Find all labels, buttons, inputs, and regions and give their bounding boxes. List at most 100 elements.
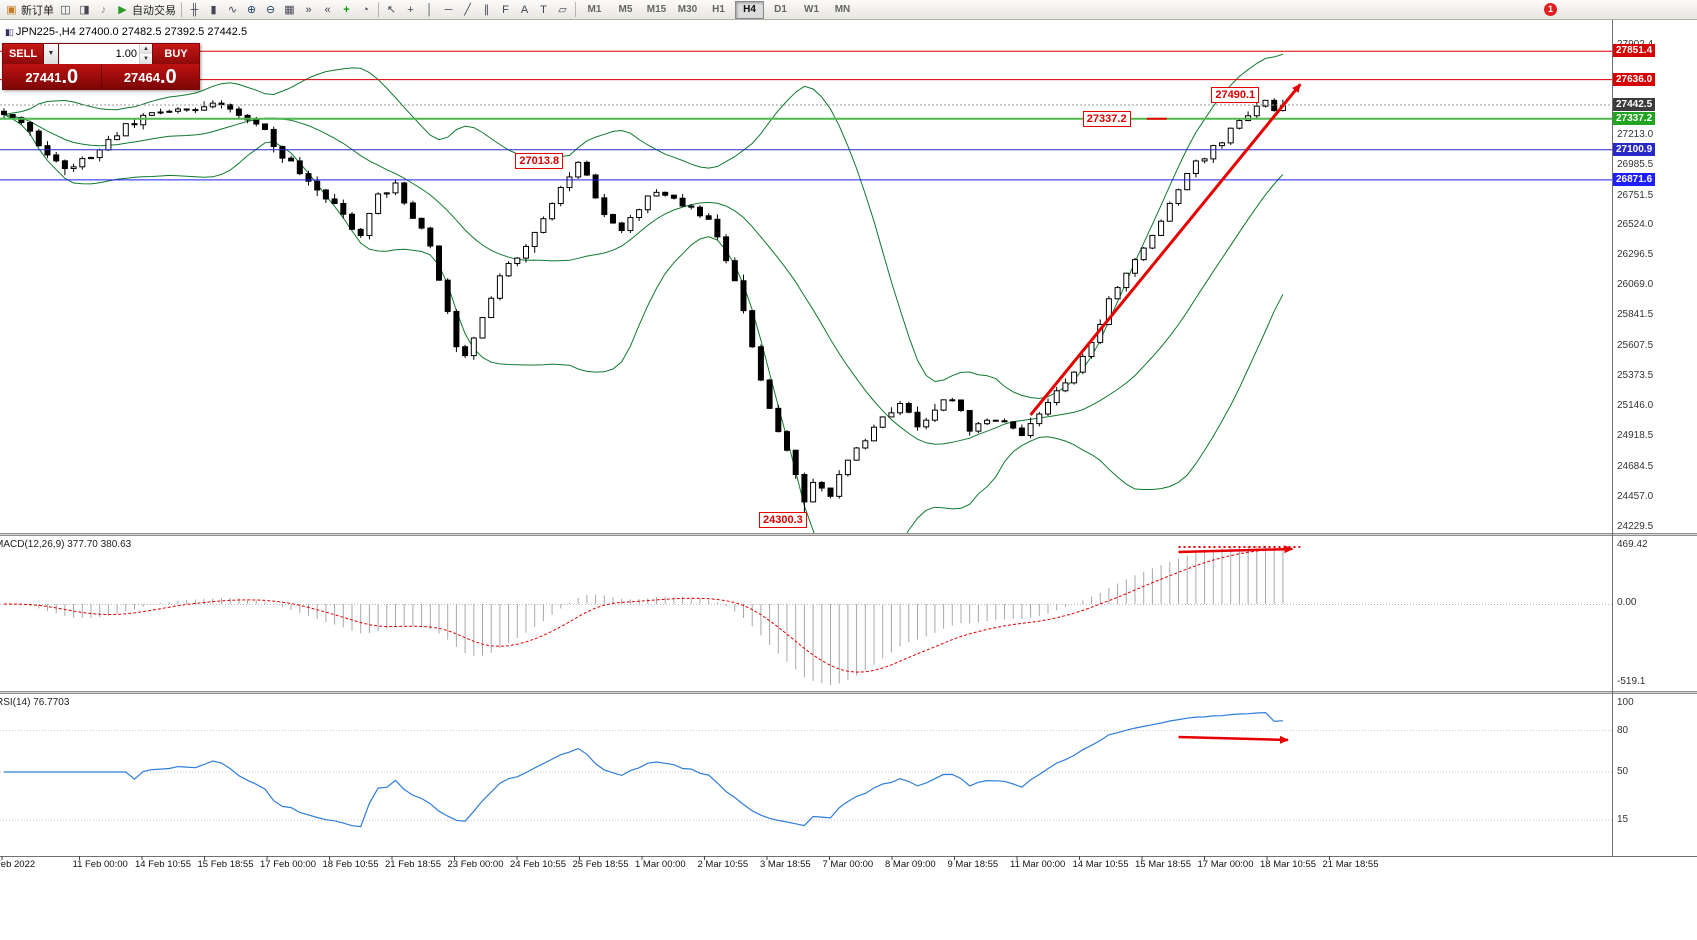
new-order-button[interactable]: ▣ 新订单 xyxy=(2,1,56,19)
autotrading-button[interactable]: ▶ 自动交易 xyxy=(113,1,178,19)
price-badge-27100.9[interactable]: 27100.9 xyxy=(1613,142,1656,156)
sell-button[interactable]: SELL xyxy=(3,44,43,64)
trendline-button[interactable]: ╱ xyxy=(458,1,477,19)
timeframe-mn-button[interactable]: MN xyxy=(834,3,851,15)
indicators-button[interactable]: + xyxy=(337,1,356,19)
buy-price-int: 27464 xyxy=(123,70,160,85)
chart-shift-button[interactable]: « xyxy=(318,1,337,19)
time-axis-label: 3 Mar 18:55 xyxy=(760,859,811,870)
price-axis-tick: 24457.0 xyxy=(1617,490,1654,502)
indicators-icon: + xyxy=(343,3,350,16)
channel-button[interactable]: ∥ xyxy=(477,1,496,19)
notification-badge[interactable]: 1 xyxy=(1544,3,1557,16)
timeframe-h4-button[interactable]: H4 xyxy=(735,0,764,19)
zoom-in-button[interactable]: ⊕ xyxy=(242,1,261,19)
chart-shift-icon: « xyxy=(324,3,331,16)
periods-icon: ◔ xyxy=(362,3,369,16)
rsi-arrow[interactable] xyxy=(1178,735,1289,744)
time-axis-label: 24 Feb 10:55 xyxy=(510,859,566,870)
timeframe-h1-button[interactable]: H1 xyxy=(712,3,725,15)
price-axis-tick: 26751.5 xyxy=(1617,189,1654,201)
cursor-button[interactable]: ↖ xyxy=(382,1,401,19)
rsi-panel[interactable] xyxy=(0,711,1612,828)
price-axis-tick: 24684.5 xyxy=(1617,460,1654,472)
vertical-line-button[interactable]: │ xyxy=(420,1,439,19)
periods-button[interactable]: ◔ xyxy=(356,1,375,19)
timeframe-d1-button[interactable]: D1 xyxy=(774,3,787,15)
time-axis-label: 11 Mar 00:00 xyxy=(1010,859,1066,870)
time-axis-label: 23 Feb 00:00 xyxy=(447,859,504,870)
timeframe-w1-button[interactable]: W1 xyxy=(804,3,819,15)
label-button[interactable]: T xyxy=(534,1,553,19)
bollinger-upper-band xyxy=(3,53,1284,400)
chart-ohlc-title: ▮▯ JPN225-,H4 27400.0 27482.5 27392.5 274… xyxy=(5,26,247,38)
price-badge-27442.5[interactable]: 27442.5 xyxy=(1613,97,1656,111)
volume-up-icon[interactable]: ▲ xyxy=(140,44,152,54)
autotrading-icon: ▶ xyxy=(118,4,127,16)
price-axis-tick: 25146.0 xyxy=(1617,400,1654,412)
rsi-scale-label: 100 xyxy=(1617,697,1634,708)
crosshair-icon: + xyxy=(407,3,414,16)
line-chart-button[interactable]: ∿ xyxy=(223,1,242,19)
macd-arrow[interactable] xyxy=(1178,545,1294,554)
tile-windows-button[interactable]: ▦ xyxy=(280,1,299,19)
text-icon: A xyxy=(520,3,529,16)
price-badge-27337.2[interactable]: 27337.2 xyxy=(1613,111,1656,125)
time-axis-label: 1 Mar 00:00 xyxy=(635,859,686,870)
horizontal-line-icon: ─ xyxy=(444,3,453,16)
toolbar-separator xyxy=(378,2,379,17)
chart-symbol-icon: ▮▯ xyxy=(5,26,14,37)
time-axis-label: Feb 2022 xyxy=(0,859,36,870)
macd-indicator-label: MACD(12,26,9) 377.70 380.63 xyxy=(0,539,132,550)
sell-price[interactable]: 27441.0 xyxy=(3,64,101,89)
new-order-button-label: 新订单 xyxy=(21,4,54,17)
vertical-line-icon: │ xyxy=(426,3,433,16)
price-badge-27636.0[interactable]: 27636.0 xyxy=(1613,72,1656,86)
timeframe-m15-button[interactable]: M15 xyxy=(646,3,667,15)
fibonacci-button[interactable]: F xyxy=(496,1,515,19)
text-button[interactable]: A xyxy=(515,1,534,19)
time-axis-label: 21 Feb 18:55 xyxy=(385,859,441,870)
price-annotation-27013.8[interactable]: 27013.8 xyxy=(515,153,564,170)
alerts-icon: ♪ xyxy=(100,3,107,16)
price-annotation-27490.1[interactable]: 27490.1 xyxy=(1211,86,1260,103)
buy-price-frac: .0 xyxy=(159,66,177,88)
macd-scale-label: -519.1 xyxy=(1617,676,1646,687)
rsi-scale-label: 80 xyxy=(1617,724,1629,736)
price-axis-tick: 26985.5 xyxy=(1617,158,1654,170)
time-axis-label: 9 Mar 18:55 xyxy=(947,859,999,870)
timeframe-m30-button[interactable]: M30 xyxy=(677,3,698,15)
rsi-indicator-label: RSI(14) 76.7703 xyxy=(0,697,70,708)
candlestick-chart-button[interactable]: ▮ xyxy=(204,1,223,19)
trend-arrow[interactable] xyxy=(1029,83,1302,416)
price-axis-tick: 25841.5 xyxy=(1617,309,1654,320)
buy-button[interactable]: BUY xyxy=(153,44,199,64)
price-badge-26871.6[interactable]: 26871.6 xyxy=(1613,172,1656,186)
horizontal-line-button[interactable]: ─ xyxy=(439,1,458,19)
zoom-out-button[interactable]: ⊖ xyxy=(261,1,280,19)
crosshair-button[interactable]: + xyxy=(401,1,420,19)
volume-dropdown-arrow[interactable]: ▼ xyxy=(43,44,58,64)
volume-down-icon[interactable]: ▼ xyxy=(140,54,152,64)
sell-price-int: 27441 xyxy=(25,70,62,85)
shapes-button[interactable]: ▱ xyxy=(553,1,572,19)
macd-panel[interactable] xyxy=(0,546,1612,685)
new-chart-button[interactable]: ◫ xyxy=(56,1,75,19)
new-order-icon: ▣ xyxy=(6,4,17,16)
bar-chart-button[interactable]: ╫ xyxy=(185,1,204,19)
channel-icon: ∥ xyxy=(483,4,490,16)
price-annotation-24300.3[interactable]: 24300.3 xyxy=(759,511,807,528)
price-badge-27851.4[interactable]: 27851.4 xyxy=(1613,44,1656,58)
time-axis-label: 14 Feb 10:55 xyxy=(135,859,191,870)
main-price-chart[interactable] xyxy=(1,53,1286,589)
alerts-button[interactable]: ♪ xyxy=(94,1,113,19)
timeframe-m5-button[interactable]: M5 xyxy=(618,3,633,15)
profiles-button[interactable]: ◨ xyxy=(75,1,94,19)
buy-price[interactable]: 27464.0 xyxy=(102,64,200,89)
price-annotation-27337.2[interactable]: 27337.2 xyxy=(1082,110,1131,127)
timeframe-m1-button[interactable]: M1 xyxy=(587,3,602,15)
auto-scroll-button[interactable]: » xyxy=(299,1,318,19)
volume-input[interactable] xyxy=(59,47,139,61)
